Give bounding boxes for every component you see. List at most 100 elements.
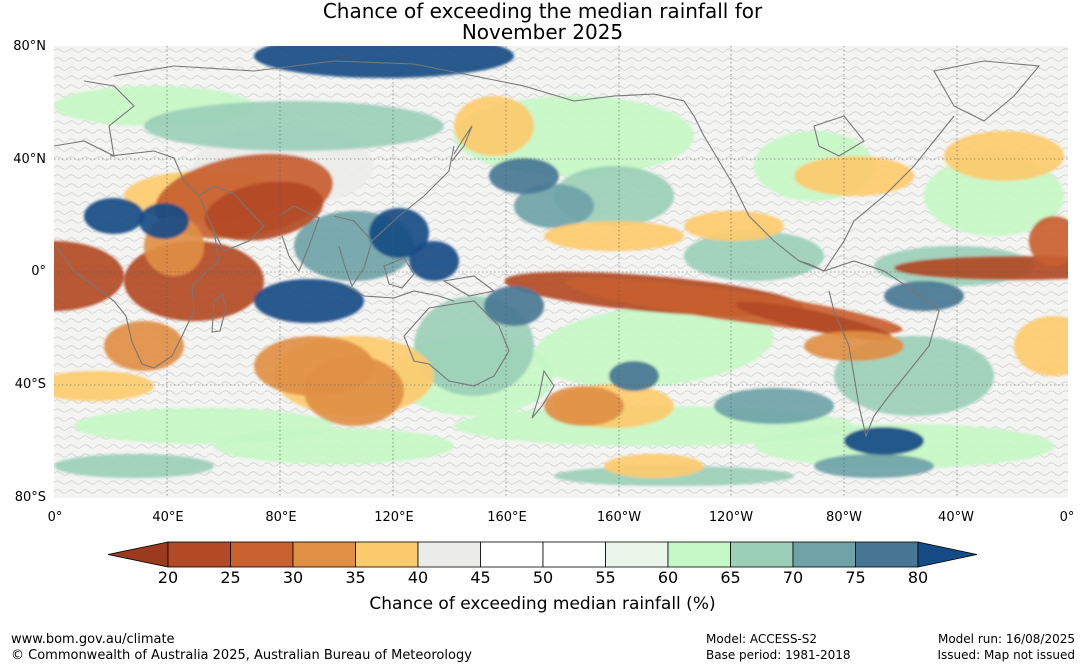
lat-label-80n: 80°N (13, 39, 46, 54)
anomaly-patch (489, 158, 559, 194)
coastline-central-america (798, 260, 825, 272)
lat-label-80s: 80°S (14, 490, 46, 505)
lon-label-120e: 120°E (374, 510, 414, 525)
coastline-new-zealand (531, 369, 555, 419)
colorbar-tick-label: 20 (157, 568, 179, 587)
colorbar-bin (855, 541, 919, 568)
anomaly-patch (484, 286, 544, 326)
coastline-south-america (823, 260, 940, 438)
coastline-india (278, 205, 320, 273)
anomaly-patch (844, 427, 924, 455)
coastline-north-america-east (823, 115, 955, 272)
anomaly-patch (794, 156, 914, 196)
anomaly-patch (369, 208, 429, 258)
footer-copyright: © Commonwealth of Australia 2025, Austra… (11, 648, 472, 663)
footer-base-period: Base period: 1981-2018 (706, 648, 851, 662)
anomaly-patch (104, 321, 184, 371)
coastline-australia (403, 300, 510, 387)
lat-label-40n: 40°N (13, 152, 46, 167)
anomaly-patch (944, 131, 1064, 181)
anomaly-patch (144, 101, 444, 151)
anomaly-patch (1014, 316, 1068, 376)
anomaly-patch (139, 203, 189, 239)
anomaly-patch (544, 386, 624, 426)
colorbar-tick-label: 80 (907, 568, 929, 587)
footer-url: www.bom.gov.au/climate (11, 632, 175, 647)
lon-label-160w: 160°W (596, 510, 642, 525)
coastline-greenland (933, 60, 1041, 122)
anomaly-patch (54, 371, 154, 401)
anomaly-patch (254, 46, 514, 78)
coastline-russia-north (113, 60, 575, 102)
lat-label-equator: 0° (31, 264, 46, 279)
coastline-borneo (383, 257, 415, 289)
lon-label-0-east: 0° (1059, 510, 1075, 525)
colorbar-label: Chance of exceeding median rainfall (%) (369, 594, 716, 614)
anomaly-patch (814, 454, 934, 478)
anomaly-patch (409, 241, 459, 281)
anomaly-patch (544, 221, 684, 251)
colorbar-bin (792, 541, 856, 568)
footer-model-run: Model run: 16/08/2025 (937, 632, 1075, 646)
lon-label-0: 0° (47, 510, 63, 525)
lon-label-80w: 80°W (826, 510, 862, 525)
coastline-africa (55, 150, 220, 369)
colorbar-arrow-low (107, 541, 169, 568)
footer-issued: Issued: Map not issued (937, 648, 1075, 662)
colorbar-bin (167, 541, 231, 568)
colorbar-tick-label: 40 (407, 568, 429, 587)
anomaly-patch (54, 241, 124, 311)
anomaly-patch (684, 211, 784, 241)
lon-label-120w: 120°W (708, 510, 754, 525)
anomaly-patch (1029, 216, 1068, 266)
lon-label-40w: 40°W (938, 510, 974, 525)
anomaly-patch (54, 454, 214, 478)
lat-label-40s: 40°S (14, 377, 46, 392)
colorbar-tick-label: 60 (657, 568, 679, 587)
lon-label-40e: 40°E (152, 510, 184, 525)
anomaly-patch (735, 301, 893, 341)
coastline-madagascar (211, 293, 227, 333)
colorbar-tick-label: 45 (470, 568, 491, 587)
colorbar-tick-label: 70 (782, 568, 804, 587)
colorbar-tick-label: 75 (845, 568, 866, 587)
anomaly-patch (254, 279, 364, 323)
colorbar-tick-label: 25 (220, 568, 241, 587)
coastline-hudson-bay (813, 115, 865, 157)
colorbar-bin (605, 541, 669, 568)
anomaly-patch (684, 231, 824, 281)
coastline-se-asia (333, 215, 373, 288)
coastline-europe (54, 80, 135, 157)
colorbar-tick-label: 35 (345, 568, 366, 587)
anomaly-patch (304, 356, 404, 426)
colorbar-arrow-high (917, 541, 978, 568)
anomaly-patch (604, 454, 704, 478)
rainfall-anomaly-field (54, 46, 1068, 486)
colorbar-tick-label: 55 (595, 568, 616, 587)
colorbar-bin (730, 541, 794, 568)
coastline-alaska (573, 93, 705, 137)
colorbar-tick-label: 30 (282, 568, 304, 587)
map-title-line1: Chance of exceeding the median rainfall … (322, 0, 763, 23)
anomaly-patch (214, 428, 454, 464)
anomaly-patch (884, 281, 964, 311)
colorbar-bin (230, 541, 294, 568)
colorbar-bin (667, 541, 731, 568)
colorbar-tick-label: 65 (720, 568, 741, 587)
colorbar-bin (355, 541, 419, 568)
coastline-new-guinea (442, 275, 496, 297)
colorbar-bin (417, 541, 481, 568)
lon-label-160e: 160°E (487, 510, 527, 525)
anomaly-patch (714, 388, 834, 424)
anomaly-patch (804, 331, 904, 361)
anomaly-patch (894, 256, 1068, 280)
lon-label-80e: 80°E (265, 510, 297, 525)
anomaly-patch (514, 184, 594, 228)
map-title-line2: November 2025 (461, 20, 624, 44)
footer-model: Model: ACCESS-S2 (706, 632, 818, 646)
anomaly-patch (534, 304, 774, 388)
coastline-arabia (198, 185, 265, 252)
colorbar-bin (542, 541, 606, 568)
coastline-china (371, 145, 455, 242)
coastline-indonesia (345, 285, 455, 302)
